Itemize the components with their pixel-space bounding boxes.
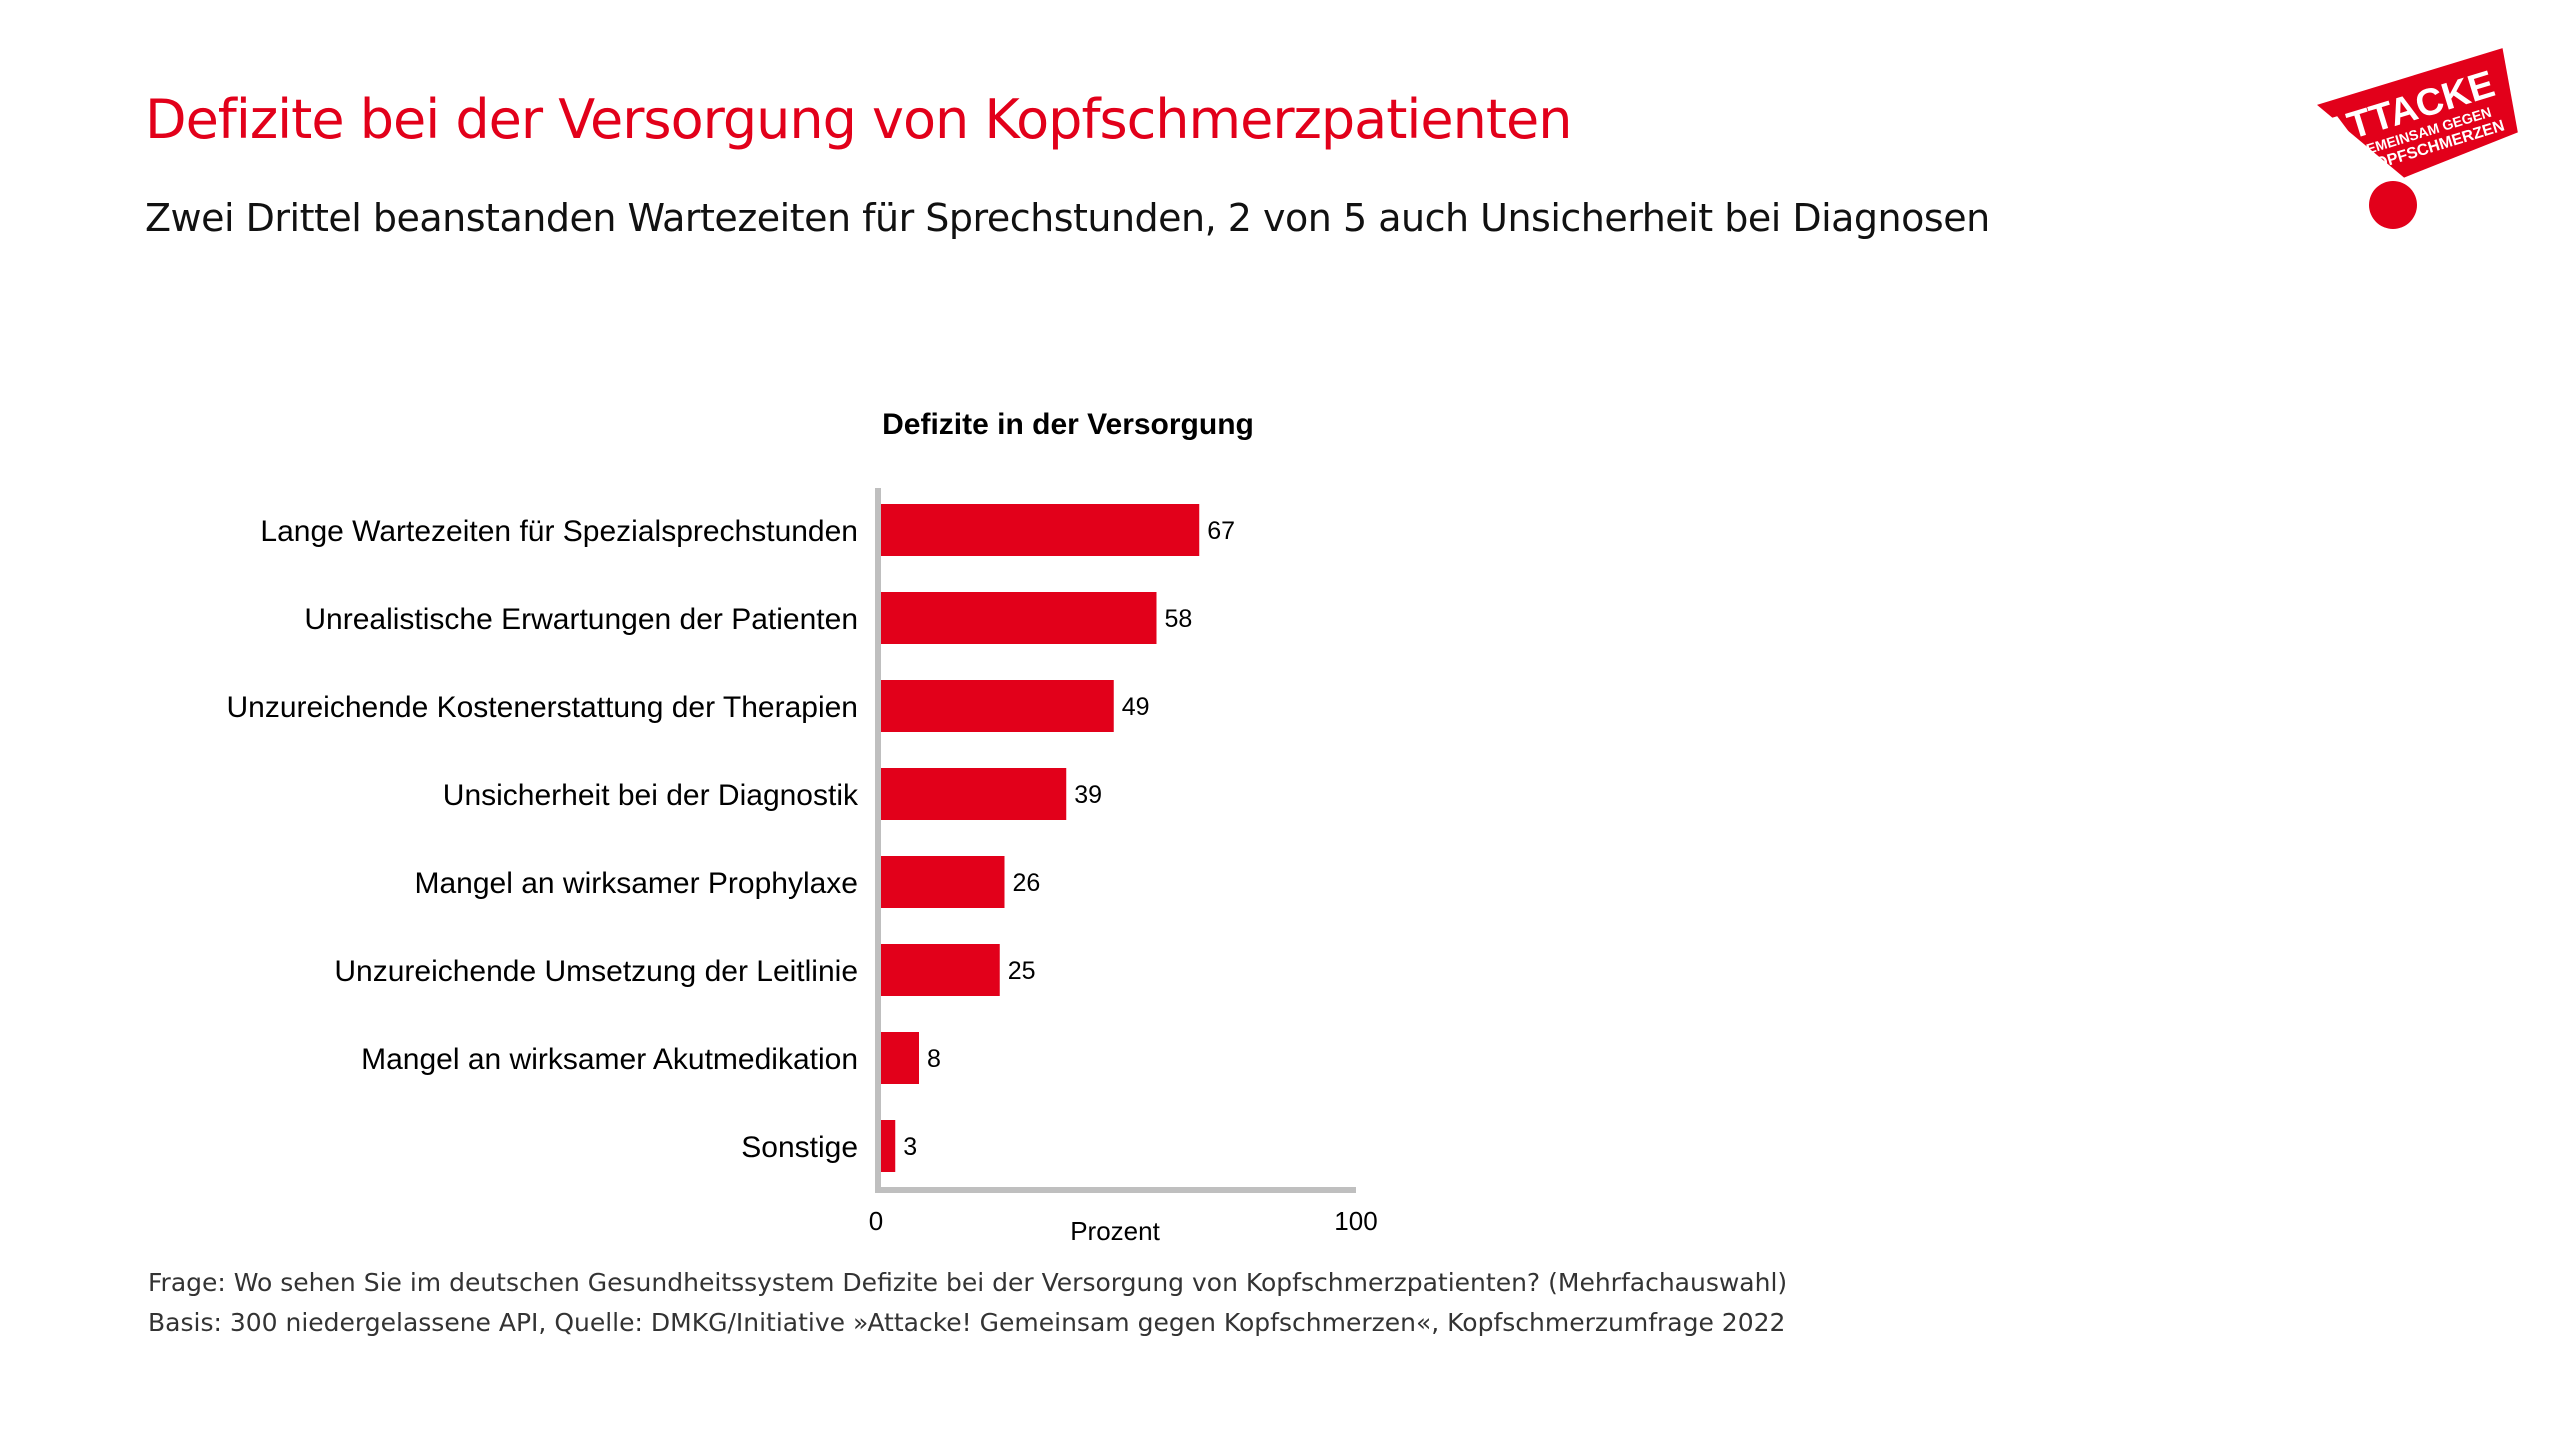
category-label: Unzureichende Kostenerstattung der Thera… — [226, 691, 858, 724]
data-label: 8 — [927, 1045, 941, 1073]
chart-title: Defizite in der Versorgung — [882, 408, 1254, 441]
logo-dot-icon — [2369, 181, 2417, 229]
data-label: 26 — [1013, 869, 1041, 897]
footnote-question: Frage: Wo sehen Sie im deutschen Gesundh… — [148, 1268, 1788, 1297]
category-label: Unrealistische Erwartungen der Patienten — [304, 603, 858, 636]
data-label: 39 — [1074, 781, 1102, 809]
slide-title: Defizite bei der Versorgung von Kopfschm… — [145, 88, 1572, 151]
data-label: 25 — [1008, 957, 1036, 985]
bar — [881, 856, 1005, 908]
bar — [881, 944, 1000, 996]
data-label: 67 — [1207, 517, 1235, 545]
slide-subtitle: Zwei Drittel beanstanden Wartezeiten für… — [145, 196, 1990, 240]
bar — [881, 1120, 896, 1172]
category-label: Mangel an wirksamer Akutmedikation — [361, 1043, 858, 1076]
category-label: Mangel an wirksamer Prophylaxe — [414, 867, 858, 900]
category-label: Lange Wartezeiten für Spezialsprechstund… — [260, 515, 858, 548]
bar — [881, 768, 1067, 820]
bar — [881, 504, 1200, 556]
data-label: 3 — [903, 1133, 917, 1161]
x-tick-label-0: 0 — [869, 1206, 883, 1236]
bar — [881, 1032, 919, 1084]
data-label: 58 — [1165, 605, 1193, 633]
category-label: Unzureichende Umsetzung der Leitlinie — [334, 955, 858, 988]
bar — [881, 680, 1114, 732]
bar — [881, 592, 1157, 644]
x-tick-label-100: 100 — [1334, 1206, 1377, 1236]
category-label: Sonstige — [741, 1131, 858, 1164]
data-label: 49 — [1122, 693, 1150, 721]
bars-group: Lange Wartezeiten für Spezialsprechstund… — [226, 504, 1235, 1172]
category-label: Unsicherheit bei der Diagnostik — [443, 779, 859, 812]
attacke-logo: ATTACKE GEMEINSAM GEGEN KOPFSCHMERZEN — [2317, 48, 2518, 229]
x-axis-label: Prozent — [1070, 1216, 1160, 1246]
footnote-basis: Basis: 300 niedergelassene API, Quelle: … — [148, 1308, 1786, 1337]
